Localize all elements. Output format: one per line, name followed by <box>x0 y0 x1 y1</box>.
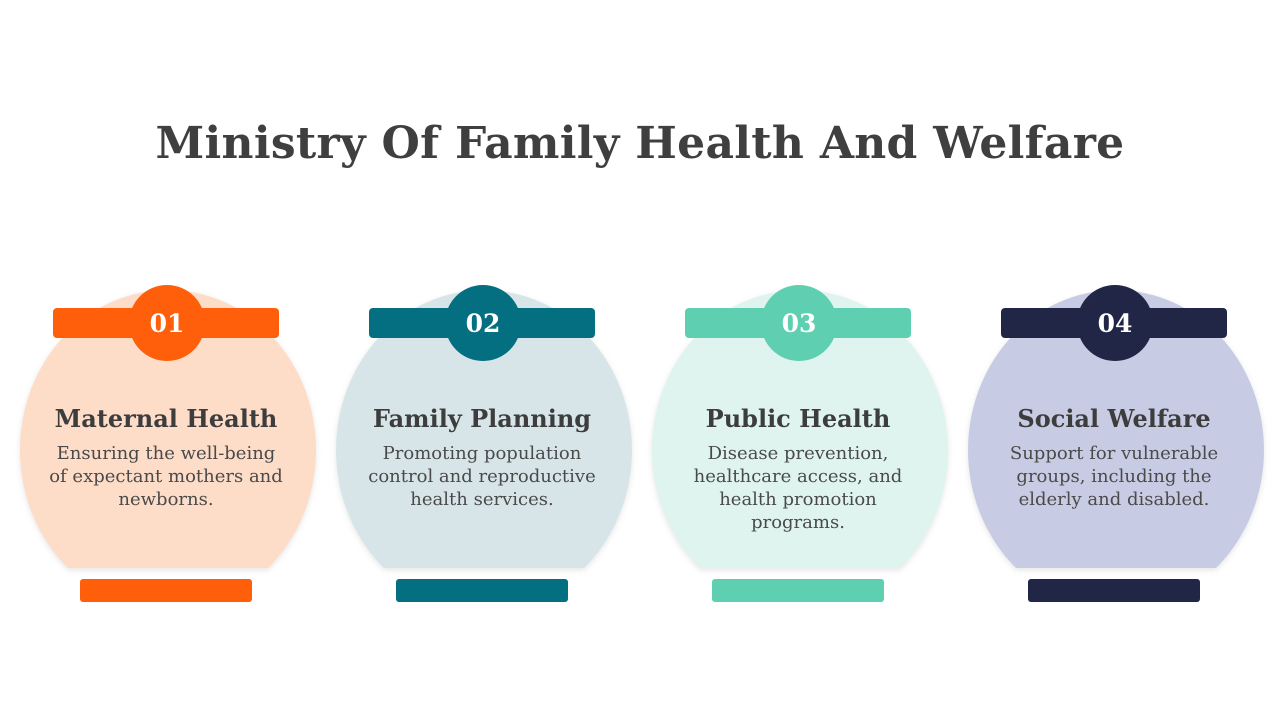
card-heading: Social Welfare <box>1017 404 1211 433</box>
page-title: Ministry Of Family Health And Welfare <box>155 118 1125 169</box>
card-bottom-bar <box>712 579 884 602</box>
card-number-badge: 02 <box>445 285 521 361</box>
card-family-planning: 02 Family Planning Promoting population … <box>334 284 634 604</box>
card-public-health: 03 Public Health Disease prevention, hea… <box>650 284 950 604</box>
card-number-badge: 01 <box>129 285 205 361</box>
card-description: Disease prevention, healthcare access, a… <box>693 443 903 533</box>
card-number-badge: 04 <box>1077 285 1153 361</box>
card-bottom-bar <box>1028 579 1200 602</box>
card-bottom-bar <box>80 579 252 602</box>
card-social-welfare: 04 Social Welfare Support for vulnerable… <box>966 284 1266 604</box>
card-heading: Public Health <box>705 404 891 433</box>
card-bottom-bar <box>396 579 568 602</box>
card-description: Promoting population control and reprodu… <box>368 443 596 510</box>
card-description: Support for vulnerable groups, including… <box>1009 443 1219 510</box>
card-number-badge: 03 <box>761 285 837 361</box>
card-heading: Family Planning <box>372 404 592 433</box>
card-description: Ensuring the well-being of expectant mot… <box>49 443 283 510</box>
card-maternal-health: 01 Maternal Health Ensuring the well-bei… <box>18 284 318 604</box>
card-heading: Maternal Health <box>54 404 278 433</box>
